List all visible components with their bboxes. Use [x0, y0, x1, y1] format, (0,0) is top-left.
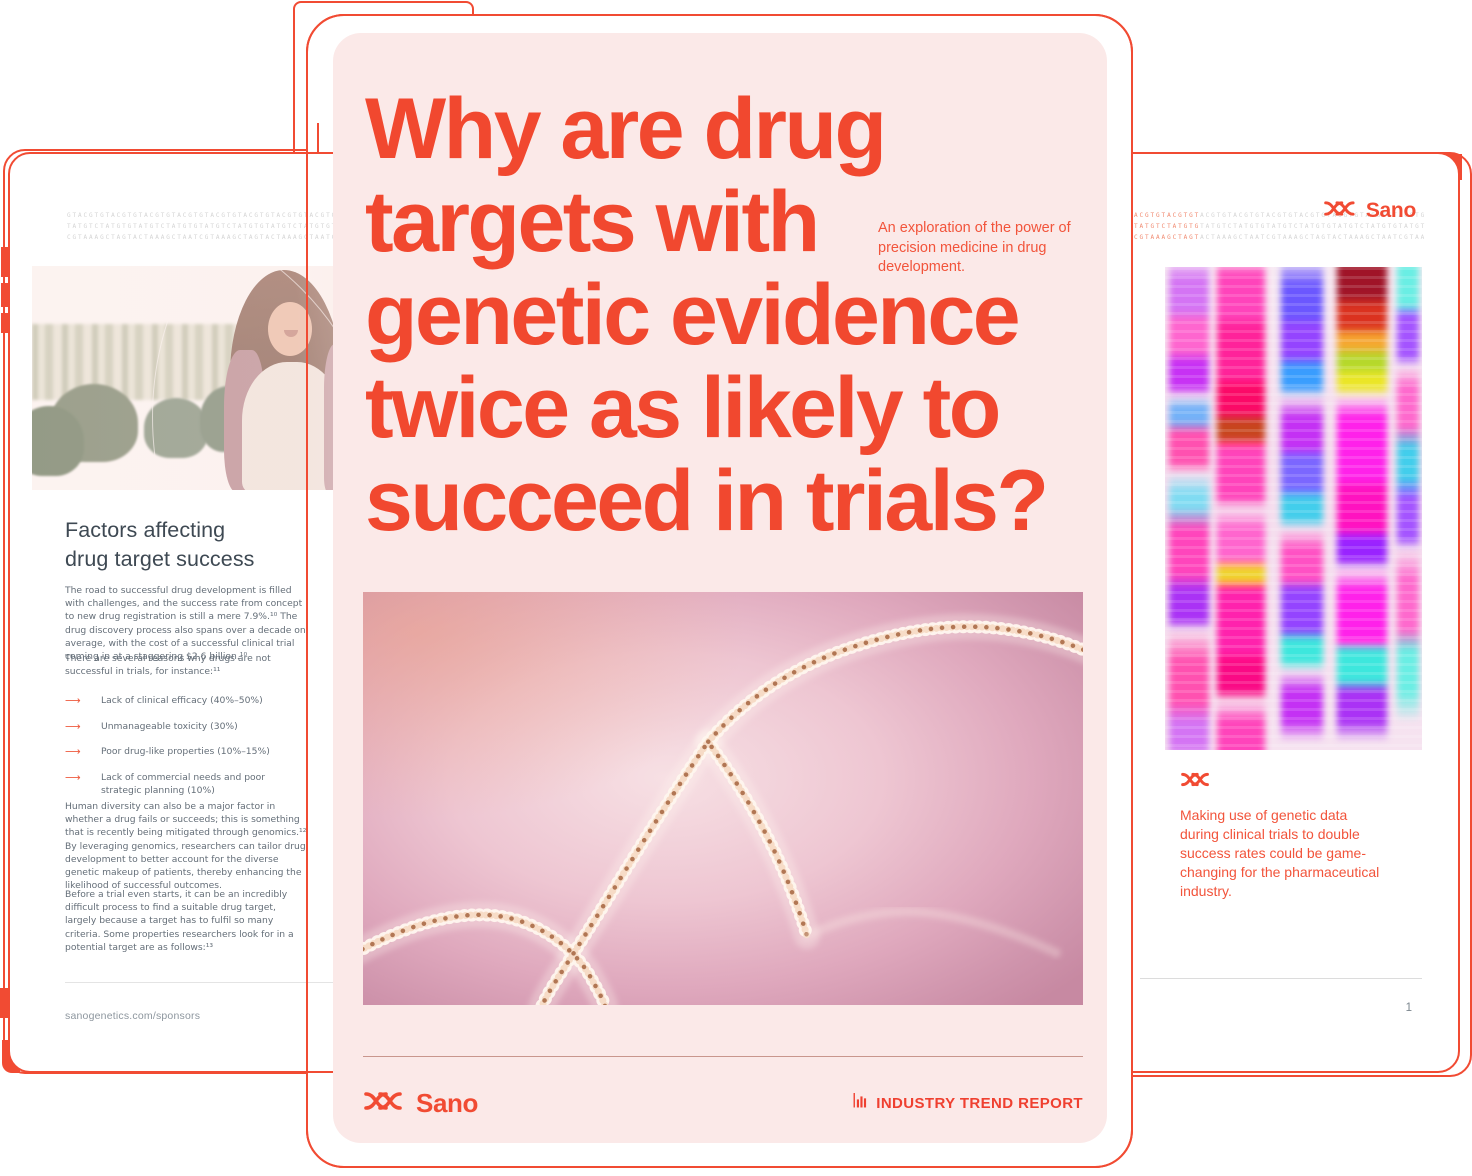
arrow-icon: ⟶	[65, 719, 81, 733]
arrow-icon: ⟶	[65, 694, 81, 707]
sano-wordmark: Sano	[416, 1087, 478, 1118]
dna-gel-electrophoresis-image	[1165, 267, 1422, 750]
arrow-icon: ⟶	[65, 771, 81, 785]
sano-logo: Sano	[363, 1088, 478, 1119]
right-report-page: ACGTGTACGTGTACGTGTACGTGTACGTGTACGTGTACGT…	[1098, 152, 1460, 1073]
sano-dna-mark-icon	[363, 1088, 407, 1119]
sano-logo: Sano	[1323, 198, 1416, 224]
list-item: ⟶ Lack of commercial needs and poor stra…	[65, 771, 266, 797]
body-paragraph: There are several reasons why drugs are …	[65, 653, 271, 678]
arrow-icon: ⟶	[65, 745, 81, 759]
cover-headline: Why are drug targets with genetic eviden…	[365, 81, 1049, 549]
section-heading: Factors affecting drug target success	[65, 518, 255, 571]
sano-dna-mark-icon	[1323, 198, 1359, 224]
sano-wordmark: Sano	[1365, 199, 1416, 222]
footer-divider	[363, 1056, 1083, 1057]
cover-pink-panel: Why are drug targets with genetic eviden…	[333, 33, 1107, 1143]
report-type-tag: INDUSTRY TREND REPORT	[853, 1093, 1083, 1113]
left-sheet-edge-fragments	[1, 247, 8, 339]
body-paragraph: Before a trial even starts, it can be an…	[65, 889, 294, 953]
dna-sequence-band: ACGTGTACGTGTACGTGTACGTGTACGTGTACGTGTACGT…	[1134, 212, 1426, 241]
dna-helix-hero-image	[363, 592, 1083, 1005]
left-sheet-edge-sliver	[0, 988, 8, 1018]
list-item: ⟶ Lack of clinical efficacy (40%–50%)	[65, 694, 263, 707]
sano-dna-mark-icon	[1180, 770, 1213, 794]
back-sheet-edge-fragment	[317, 123, 319, 173]
cover-footer: Sano INDUSTRY TREND REPORT	[363, 1080, 1083, 1126]
bullet-list: ⟶ Lack of clinical efficacy (40%–50%) ⟶ …	[65, 694, 293, 810]
pull-quote: Making use of genetic data during clinic…	[1180, 807, 1380, 899]
page-number: 1	[1405, 1002, 1412, 1014]
footer-divider	[1140, 978, 1422, 979]
footer-url: sanogenetics.com/sponsors	[65, 1010, 201, 1022]
body-paragraph: Human diversity can also be a major fact…	[65, 801, 307, 892]
list-item: ⟶ Unmanageable toxicity (30%)	[65, 719, 238, 733]
body-paragraph: The road to successful drug development …	[65, 585, 306, 663]
cover-kicker: An exploration of the power of precision…	[878, 220, 1071, 275]
list-item: ⟶ Poor drug-like properties (10%–15%)	[65, 745, 270, 759]
bar-chart-icon	[853, 1093, 868, 1113]
